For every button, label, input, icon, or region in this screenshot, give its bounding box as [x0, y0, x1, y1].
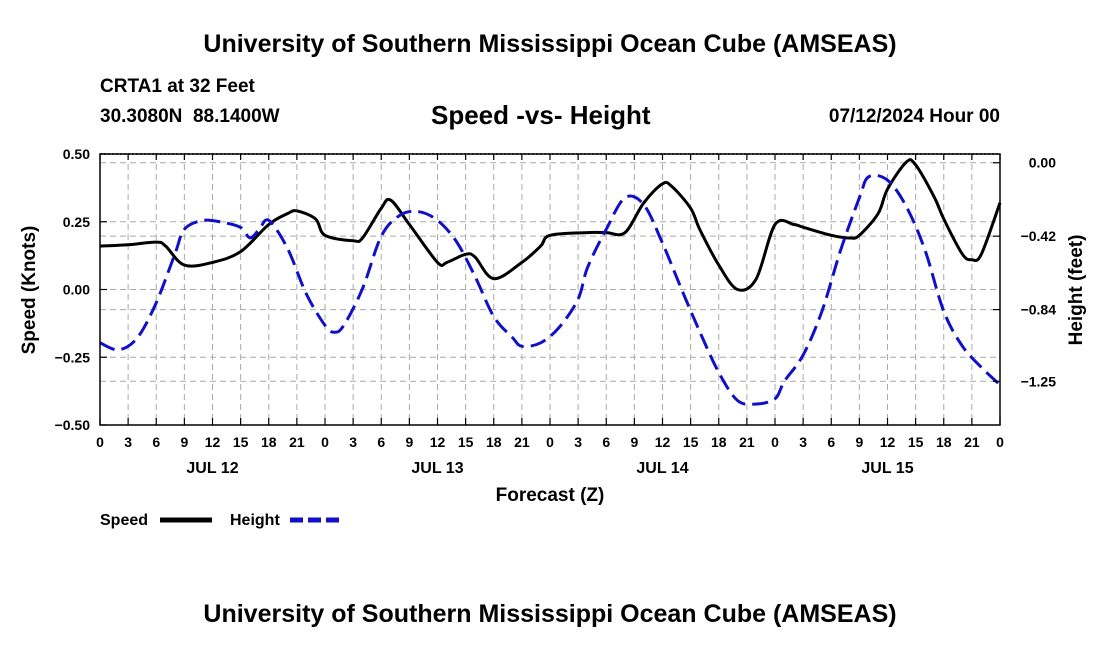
y2-tick-label: −1.25 [1021, 373, 1057, 389]
height-series-line [99, 173, 1002, 406]
x-tick-label: 15 [908, 434, 924, 450]
day-label: JUL 12 [186, 460, 238, 477]
day-label: JUL 14 [636, 460, 688, 477]
y-tick-label: 0.50 [63, 146, 90, 162]
x-tick-label: 0 [96, 434, 104, 450]
x-tick-label: 15 [458, 434, 474, 450]
x-tick-label: 9 [180, 434, 188, 450]
y-tick-label: 0.00 [63, 282, 90, 298]
forecast-date: 07/12/2024 Hour 00 [828, 106, 1000, 127]
x-tick-label: 6 [827, 434, 835, 450]
y2-tick-label: −0.42 [1021, 228, 1057, 244]
x-tick-label: 21 [289, 434, 305, 450]
x-tick-label: 18 [486, 434, 502, 450]
x-tick-label: 15 [683, 434, 699, 450]
y-tick-label: 0.25 [63, 214, 90, 230]
x-tick-label: 9 [855, 434, 863, 450]
x-tick-label: 0 [996, 434, 1004, 450]
x-tick-label: 12 [430, 434, 446, 450]
legend: Speed Height [100, 512, 342, 529]
y2-axis-title: Height (feet) [1066, 235, 1087, 346]
x-tick-label: 3 [124, 434, 132, 450]
x-tick-label: 21 [514, 434, 530, 450]
day-label: JUL 15 [861, 460, 913, 477]
page-title: University of Southern Mississippi Ocean… [203, 30, 897, 58]
x-tick-label: 21 [964, 434, 980, 450]
coordinates-label: 30.3080N 88.1400W [100, 106, 280, 127]
speed-series-line [99, 158, 1002, 292]
y-tick-label: −0.25 [55, 349, 91, 365]
x-tick-label: 18 [261, 434, 277, 450]
x-tick-label: 12 [655, 434, 671, 450]
x-tick-label: 6 [377, 434, 385, 450]
x-tick-label: 3 [574, 434, 582, 450]
x-tick-label: 6 [152, 434, 160, 450]
x-tick-label: 9 [405, 434, 413, 450]
plot-title: Speed -vs- Height [431, 100, 651, 130]
y-tick-label: −0.50 [55, 417, 91, 433]
x-tick-label: 0 [546, 434, 554, 450]
legend-speed-label: Speed [100, 512, 148, 529]
y-axis-title: Speed (Knots) [19, 226, 40, 355]
x-tick-label: 0 [771, 434, 779, 450]
x-tick-label: 3 [799, 434, 807, 450]
x-tick-label: 18 [936, 434, 952, 450]
x-tick-label: 21 [739, 434, 755, 450]
x-tick-label: 6 [602, 434, 610, 450]
station-label: CRTA1 at 32 Feet [100, 76, 255, 97]
x-tick-label: 12 [880, 434, 896, 450]
x-tick-label: 18 [711, 434, 727, 450]
y2-tick-label: 0.00 [1029, 155, 1056, 171]
x-axis-title: Forecast (Z) [496, 485, 605, 506]
x-tick-label: 0 [321, 434, 329, 450]
x-tick-label: 9 [630, 434, 638, 450]
y2-tick-label: −0.84 [1021, 302, 1057, 318]
legend-height-label: Height [230, 512, 280, 529]
x-tick-label: 15 [233, 434, 249, 450]
day-label: JUL 13 [411, 460, 463, 477]
footer-title: University of Southern Mississippi Ocean… [203, 600, 897, 628]
x-tick-label: 3 [349, 434, 357, 450]
x-tick-label: 12 [205, 434, 221, 450]
